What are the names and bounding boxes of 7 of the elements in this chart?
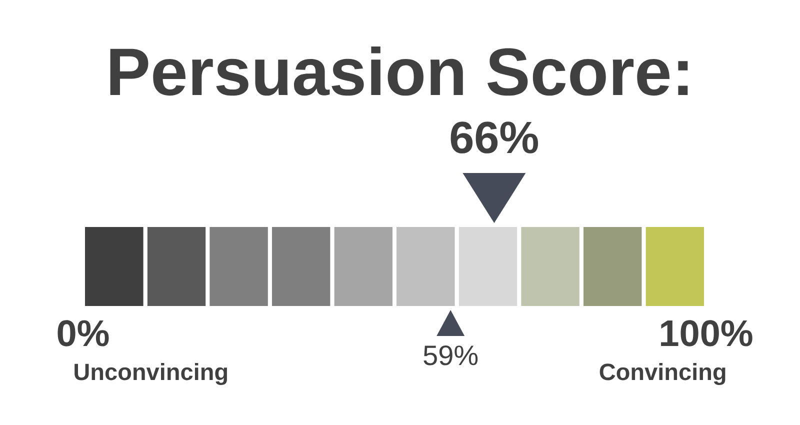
text: Unconvincing <box>74 362 228 385</box>
text: Convincing <box>600 362 726 385</box>
text: 59% <box>424 345 478 366</box>
x-tick-label: 100% <box>661 320 752 346</box>
text: 66% <box>450 122 538 154</box>
chart-title: Persuasion Score: <box>110 46 688 96</box>
x-tick-label: 0% <box>58 320 109 346</box>
